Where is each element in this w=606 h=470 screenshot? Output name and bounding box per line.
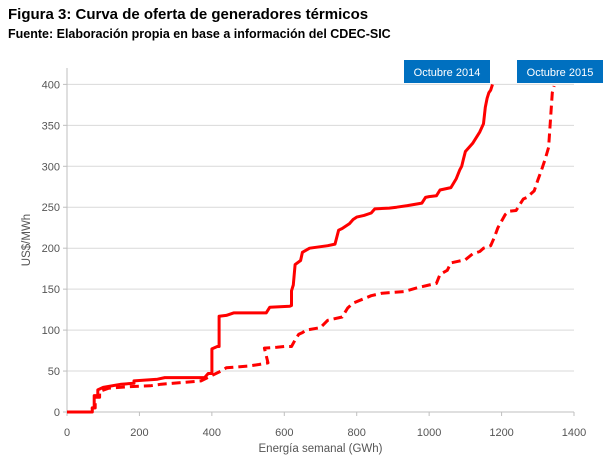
y-tick-label: 250 bbox=[42, 202, 60, 214]
y-tick: 150 bbox=[42, 284, 67, 296]
y-tick: 400 bbox=[42, 79, 67, 91]
x-tick-label: 1200 bbox=[489, 427, 513, 439]
x-tick-label: 1000 bbox=[417, 427, 441, 439]
x-tick: 1200 bbox=[489, 412, 514, 439]
series-line-2 bbox=[67, 85, 556, 414]
series-label-2: Octubre 2015 bbox=[517, 60, 603, 83]
y-tick-label: 150 bbox=[42, 284, 60, 296]
gridlines bbox=[67, 83, 574, 372]
y-tick-label: 100 bbox=[42, 325, 60, 337]
series-label-box bbox=[404, 60, 490, 83]
y-tick-label: 0 bbox=[54, 407, 60, 419]
y-tick-label: 350 bbox=[42, 120, 60, 132]
x-axis-ticks: 0 200 400 600 800 1000 1200 1400 bbox=[64, 412, 586, 439]
y-tick: 50 bbox=[48, 366, 67, 378]
figure-title: Figura 3: Curva de oferta de generadores… bbox=[8, 6, 369, 23]
series-label-1: Octubre 2014 bbox=[404, 60, 490, 83]
x-tick: 0 bbox=[64, 412, 70, 439]
x-tick: 1000 bbox=[417, 412, 441, 439]
x-tick-label: 400 bbox=[203, 427, 221, 439]
y-tick: 200 bbox=[42, 243, 67, 255]
x-tick-label: 200 bbox=[130, 427, 148, 439]
y-tick-label: 50 bbox=[48, 366, 60, 378]
y-tick-label: 400 bbox=[42, 79, 60, 91]
x-tick: 400 bbox=[203, 412, 221, 439]
axes bbox=[66, 68, 574, 413]
x-tick: 1400 bbox=[562, 412, 586, 439]
y-tick-label: 200 bbox=[42, 243, 60, 255]
figure-source: Fuente: Elaboración propia en base a inf… bbox=[8, 27, 391, 41]
x-tick-label: 1400 bbox=[562, 427, 586, 439]
series-layer bbox=[67, 83, 556, 414]
y-tick: 300 bbox=[42, 161, 67, 173]
x-axis-title: Energía semanal (GWh) bbox=[259, 443, 383, 455]
x-tick: 200 bbox=[130, 412, 149, 439]
series-label-box bbox=[517, 60, 603, 83]
y-axis-ticks: 0 50 100 150 200 250 300 350 400 bbox=[42, 79, 67, 419]
series-line-1 bbox=[67, 83, 494, 414]
y-tick: 0 bbox=[54, 407, 67, 419]
x-tick-label: 800 bbox=[348, 427, 366, 439]
x-tick-label: 600 bbox=[275, 427, 293, 439]
y-tick: 100 bbox=[42, 325, 67, 337]
x-tick-label: 0 bbox=[64, 427, 70, 439]
x-tick: 800 bbox=[348, 412, 366, 439]
x-tick: 600 bbox=[275, 412, 293, 439]
series-label-text: Octubre 2015 bbox=[527, 67, 594, 79]
y-axis-title: US$/MWh bbox=[21, 214, 33, 266]
y-tick: 250 bbox=[42, 202, 67, 214]
y-tick-label: 300 bbox=[42, 161, 60, 173]
series-label-text: Octubre 2014 bbox=[414, 67, 481, 79]
y-tick: 350 bbox=[42, 120, 67, 132]
series-labels: Octubre 2014 Octubre 2015 bbox=[404, 60, 603, 83]
